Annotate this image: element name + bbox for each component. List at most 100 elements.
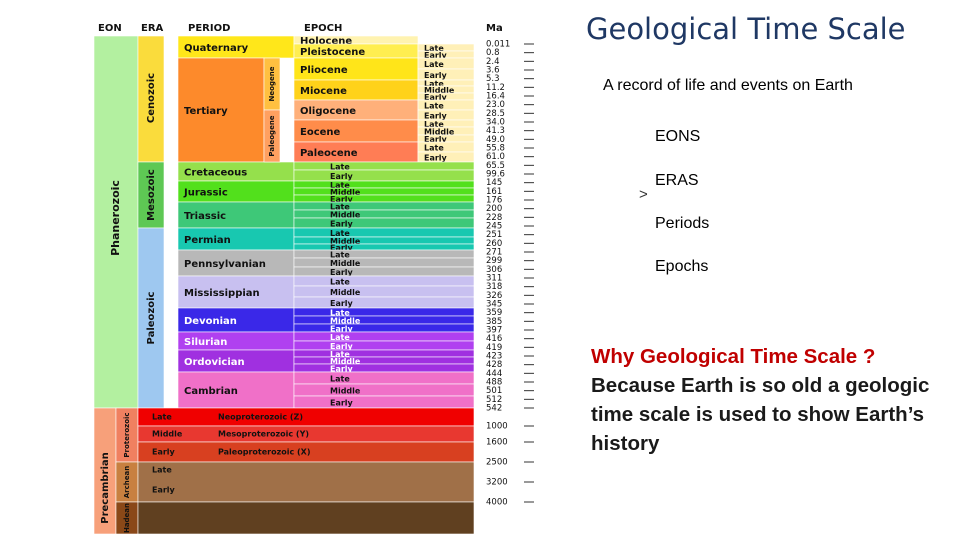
ma-value: 359	[486, 308, 502, 318]
ma-value: 419	[486, 343, 502, 353]
subdivision-block	[293, 363, 475, 373]
period-label: Cambrian	[184, 386, 238, 397]
ma-value: 228	[486, 213, 502, 223]
ma-value: 99.6	[486, 170, 505, 180]
subdivision-block	[293, 180, 475, 189]
subdivision-label: Early	[424, 51, 448, 60]
subdivision-label: Late	[424, 80, 444, 89]
subdivision-block	[293, 249, 475, 259]
subdivision-block	[293, 209, 475, 219]
epoch-label: Pliocene	[300, 65, 348, 76]
epoch-label: Paleocene	[300, 148, 358, 159]
subdivision-label: Middle	[330, 259, 361, 268]
era-label: Mesozoic	[146, 169, 157, 221]
period-label: Quaternary	[184, 43, 249, 54]
ma-value: 55.8	[486, 144, 505, 154]
ma-value: 260	[486, 239, 502, 249]
subdivision-label: Middle	[330, 387, 361, 396]
ma-value: 311	[486, 274, 502, 284]
question-text: Why Geological Time Scale ?	[591, 345, 876, 368]
slide-subtitle: A record of life and events on Earth	[603, 77, 853, 94]
subdivision-label: Early	[330, 342, 354, 351]
subperiod-label: Paleogene	[268, 115, 276, 156]
ma-value: 1600	[486, 438, 508, 448]
ma-value: 251	[486, 230, 502, 240]
eon-phanerozoic	[94, 35, 139, 409]
subdivision-block	[293, 227, 475, 238]
eon-label: Hadean	[123, 503, 131, 533]
header-eon: EON	[98, 23, 122, 34]
subdivision-block	[293, 257, 475, 268]
subdivision-label: Middle	[330, 357, 361, 366]
ma-value: 5.3	[486, 74, 500, 84]
eon-label: Phanerozoic	[109, 180, 122, 256]
geologic-time-scale-table: EON ERA PERIOD EPOCH Ma Quaternary Tertiary Cre…	[94, 18, 544, 534]
subdivision-block	[293, 217, 475, 229]
ma-value: 245	[486, 222, 502, 232]
subdivision-label: Early	[330, 195, 354, 204]
subdivision-label: Late	[330, 203, 350, 212]
period-label: Jurassic	[183, 188, 228, 199]
subdivision-label: Early	[330, 244, 354, 253]
subdivision-label: Middle	[424, 128, 455, 137]
subdivision-label: Early	[330, 268, 354, 277]
period-label: Mississippian	[184, 288, 260, 299]
ma-value: 397	[486, 326, 502, 336]
list-item-eras: ERAS	[655, 172, 699, 189]
subdivision-label: Early	[424, 112, 448, 121]
ma-value: 23.0	[486, 100, 505, 110]
subperiod-label: Neogene	[268, 66, 276, 101]
header-ma: Ma	[486, 23, 503, 34]
ma-value: 11.2	[486, 83, 505, 93]
subdivision-label: Early	[424, 154, 448, 163]
subdivision-block	[293, 187, 475, 196]
era-label: Paleozoic	[146, 291, 157, 344]
subdivision-label: Middle	[330, 237, 361, 246]
subdivision-label: Late	[330, 278, 350, 287]
subdivision-label: Early	[330, 299, 354, 308]
subdivision-label: Late	[424, 44, 444, 53]
ma-value: 49.0	[486, 135, 505, 145]
precambrian-age-label: Late	[152, 413, 172, 422]
period-label: Ordovician	[184, 357, 245, 368]
subdivision-label: Middle	[330, 288, 361, 297]
answer-text: Because Earth is so old a geologic time …	[591, 374, 930, 455]
subdivision-label: Middle	[330, 211, 361, 220]
period-label: Cretaceous	[184, 168, 247, 179]
ma-value: 542	[486, 404, 502, 414]
arrow-icon: >	[639, 186, 648, 203]
ma-value: 3.6	[486, 66, 500, 76]
subdivision-block	[293, 275, 475, 287]
ma-value: 176	[486, 196, 502, 206]
ma-value: 28.5	[486, 109, 505, 119]
era-mesozoic	[137, 161, 165, 229]
subdivision-block	[293, 395, 475, 409]
subdivision-block	[293, 169, 475, 182]
explanation-block: Why Geological Time Scale ? Because Eart…	[591, 342, 951, 458]
period-block	[177, 307, 295, 333]
header-epoch: EPOCH	[304, 23, 342, 34]
epoch-label: Eocene	[300, 127, 341, 138]
ma-value: 61.0	[486, 152, 505, 162]
ma-value: 271	[486, 248, 502, 258]
subdivision-block	[293, 236, 475, 245]
subdivision-block	[293, 194, 475, 203]
precambrian-age-label: Middle	[152, 430, 183, 439]
subdivision-block	[293, 331, 475, 342]
ma-value: 512	[486, 395, 502, 405]
subdivision-block	[293, 356, 475, 365]
eon-label: Precambrian	[100, 452, 111, 524]
subdivision-block	[293, 323, 475, 333]
period-label: Tertiary	[184, 106, 228, 117]
subdivision-label: Early	[330, 172, 354, 181]
precambrian-age-label: Early	[152, 486, 176, 495]
subdivision-block	[293, 349, 475, 358]
subdivision-label: Early	[424, 93, 448, 102]
ma-value: 501	[486, 386, 502, 396]
ma-value: 145	[486, 178, 502, 188]
subdivision-label: Late	[424, 144, 444, 153]
subdivision-label: Middle	[330, 317, 361, 326]
epoch-label: Pleistocene	[300, 47, 365, 58]
era-label: Cenozoic	[146, 73, 157, 123]
list-item-eons: EONS	[655, 128, 701, 145]
